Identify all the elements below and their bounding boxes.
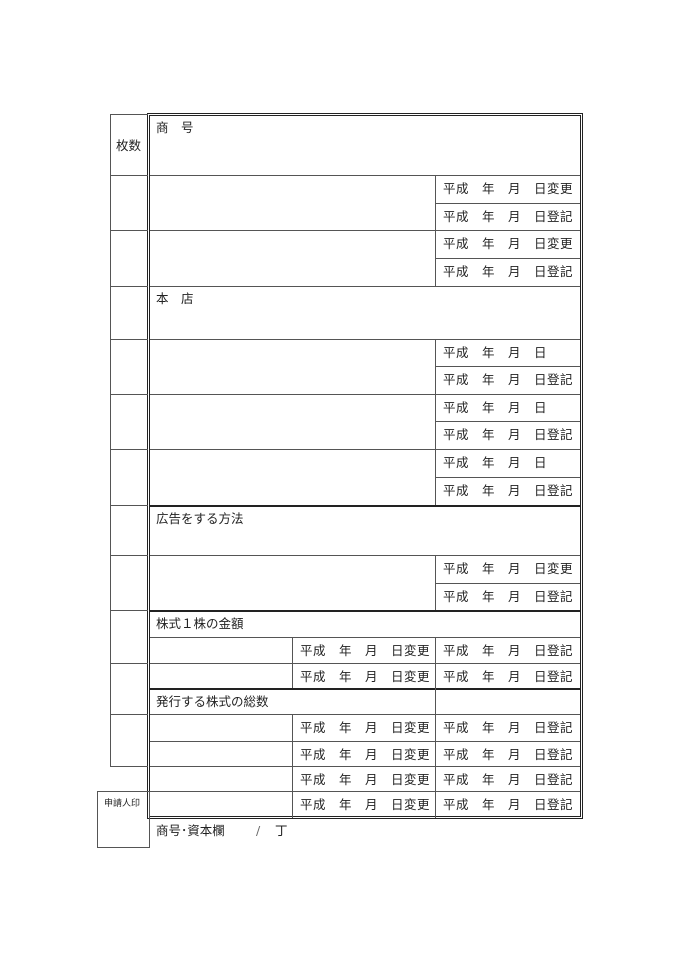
date-cell-change: 平成 年 月 日変更 [300,720,431,735]
date-cell-change: 平成 年 月 日変更 [443,236,574,251]
date-cell-registered: 平成 年 月 日登記 [443,483,574,498]
date-cell-registered: 平成 年 月 日登記 [443,264,574,279]
section-trade-name: 商 号 [156,120,194,135]
row-divider [150,449,580,450]
left-column-divider [110,394,148,395]
date-cell-change: 平成 年 月 日変更 [443,181,574,196]
date-cell-registered: 平成 年 月 日登記 [443,720,574,735]
row-divider [150,791,580,792]
date-cell-registered: 平成 年 月 日登記 [443,372,574,387]
date-column-border [435,637,436,818]
date-divider [435,421,580,422]
left-column-divider [110,114,148,115]
page-unit: 丁 [275,823,288,838]
date-column-border [435,555,436,610]
row-divider [150,741,580,742]
date-divider [435,258,580,259]
section-public-notice: 広告をする方法 [156,511,244,526]
applicant-seal-box: 申請人印 [97,791,150,848]
row-divider [150,766,580,767]
row-divider [150,286,580,287]
date-cell-registered: 平成 年 月 日登記 [443,589,574,604]
date-column-border [435,175,436,286]
change-column-border [292,714,293,818]
date-cell-registered: 平成 年 月 日登記 [443,747,574,762]
section-head-office: 本 店 [156,291,194,306]
row-divider [150,505,580,507]
date-cell-change: 平成 年 月 日変更 [300,772,431,787]
date-cell-registered: 平成 年 月 日登記 [443,797,574,812]
row-divider [150,714,580,715]
date-cell-change: 平成 年 月 日変更 [300,669,431,684]
left-column-divider [110,175,148,176]
page-separator: / [256,823,261,838]
date-cell-registered: 平成 年 月 日登記 [443,427,574,442]
date-cell-registered: 平成 年 月 日登記 [443,643,574,658]
date-column-border [435,339,436,505]
date-cell-date: 平成 年 月 日 [443,400,548,415]
left-column-divider [110,714,148,715]
row-divider [150,663,580,664]
row-divider [150,339,580,340]
date-cell-registered: 平成 年 月 日登記 [443,772,574,787]
change-column-border [292,637,293,688]
left-column-divider [110,555,148,556]
left-column-divider [110,505,148,506]
left-column-divider [110,449,148,450]
date-cell-registered: 平成 年 月 日登記 [443,669,574,684]
row-divider [150,688,580,690]
row-divider [150,230,580,231]
section-total-shares: 発行する株式の総数 [156,694,269,709]
sheet-count-label: 枚数 [116,138,142,153]
date-cell-change: 平成 年 月 日変更 [300,797,431,812]
row-divider [150,394,580,395]
date-cell-date: 平成 年 月 日 [443,455,548,470]
left-column-border [110,114,111,766]
date-divider [435,366,580,367]
form-main-frame [147,113,583,819]
date-cell-registered: 平成 年 月 日登記 [443,209,574,224]
left-column-divider [110,230,148,231]
date-divider [435,203,580,204]
date-cell-date: 平成 年 月 日 [443,345,548,360]
section-share-value: 株式１株の金額 [156,616,244,631]
left-column-divider [110,339,148,340]
row-divider [150,610,580,612]
row-divider [150,175,580,176]
date-divider [435,477,580,478]
sheet-title: 商号･資本欄 [156,823,225,838]
left-column-divider [110,286,148,287]
row-divider [150,637,580,638]
date-divider [435,583,580,584]
left-column-divider [110,663,148,664]
applicant-seal-label: 申請人印 [104,799,141,809]
date-cell-change: 平成 年 月 日変更 [443,561,574,576]
date-cell-change: 平成 年 月 日変更 [300,643,431,658]
date-cell-change: 平成 年 月 日変更 [300,747,431,762]
row-divider [150,555,580,556]
left-column-divider [110,766,148,767]
left-column-divider [110,610,148,611]
